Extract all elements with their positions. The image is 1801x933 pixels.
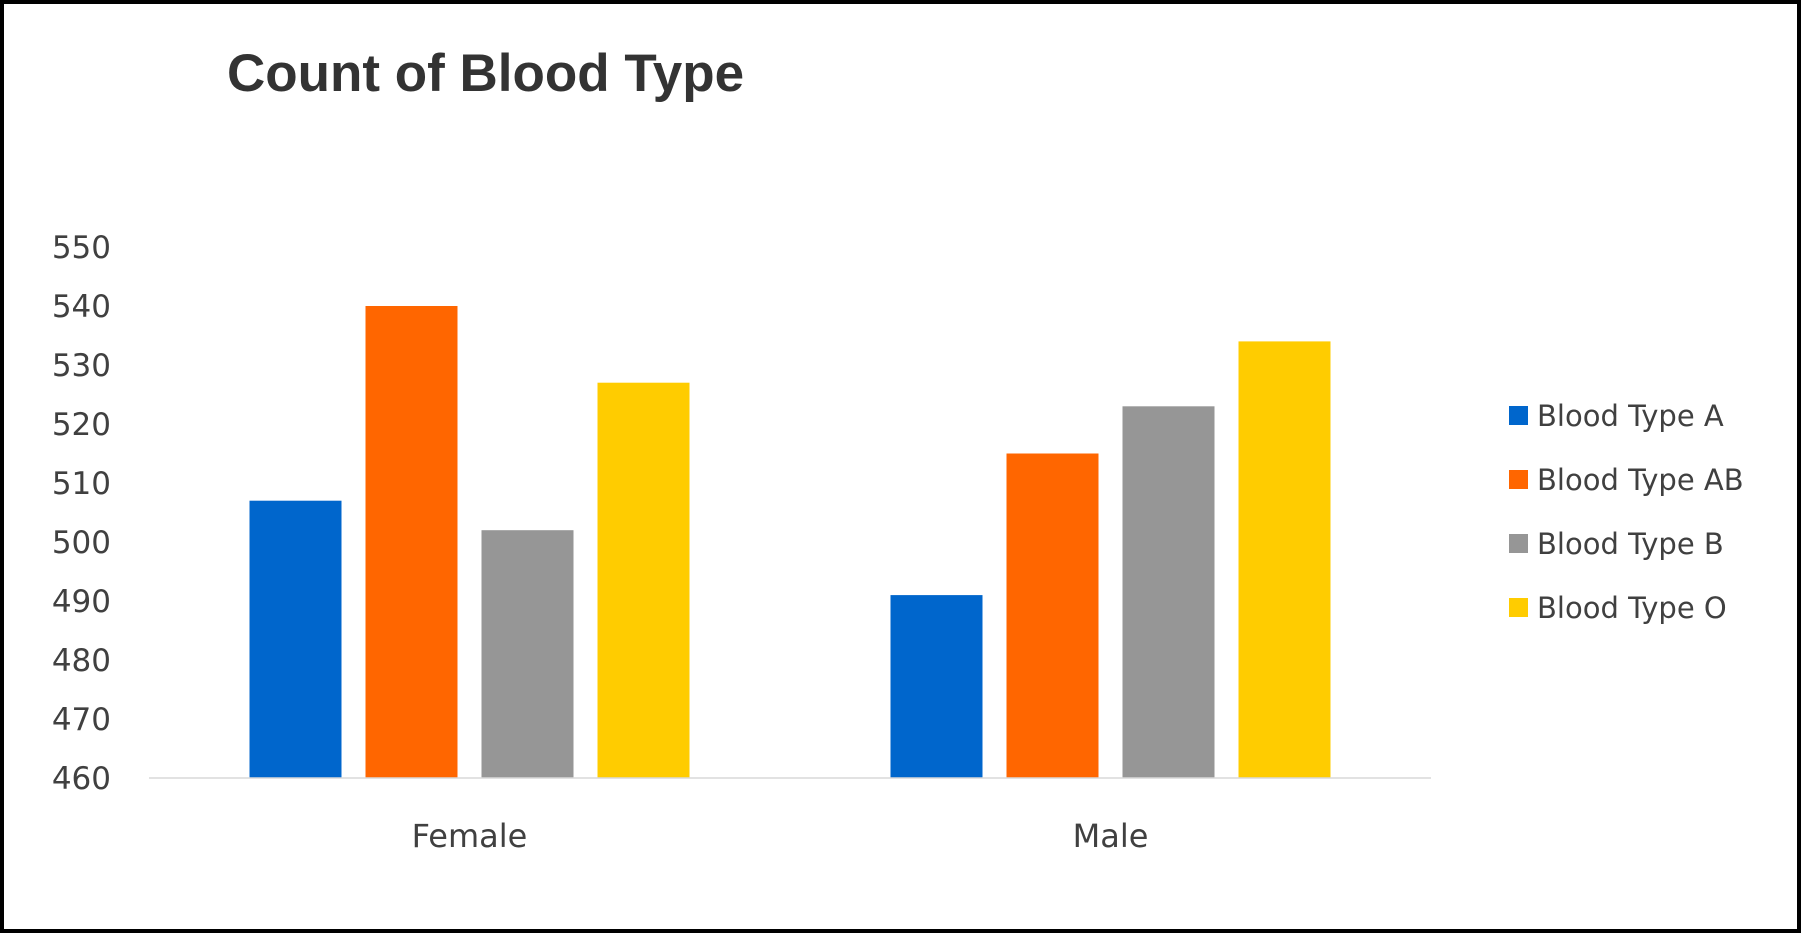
chart-title: Count of Blood Type <box>227 44 744 103</box>
bar-male-blood-type-a <box>890 595 983 778</box>
bar-female-blood-type-b <box>481 530 574 778</box>
legend-label: Blood Type A <box>1537 399 1724 433</box>
legend-swatch <box>1509 406 1528 425</box>
y-tick-label: 550 <box>52 230 111 266</box>
legend-label: Blood Type B <box>1537 527 1724 561</box>
bar-female-blood-type-ab <box>365 306 458 778</box>
legend-swatch <box>1509 534 1528 553</box>
y-tick-label: 490 <box>52 584 111 620</box>
x-category-label: Female <box>412 817 528 855</box>
x-axis: Female Male <box>412 817 1149 855</box>
bar-male-blood-type-o <box>1238 341 1331 778</box>
y-tick-label: 540 <box>52 289 111 325</box>
legend-label: Blood Type AB <box>1537 463 1744 497</box>
y-tick-label: 470 <box>52 702 111 738</box>
chart-svg: Count of Blood Type 460 470 480 490 500 510 52… <box>52 44 1744 855</box>
y-tick-label: 520 <box>52 407 111 443</box>
legend-swatch <box>1509 470 1528 489</box>
bar-male-blood-type-b <box>1122 406 1215 778</box>
x-category-label: Male <box>1073 817 1149 855</box>
legend-swatch <box>1509 598 1528 617</box>
y-axis: 460 470 480 490 500 510 520 530 540 550 <box>52 230 111 797</box>
bars-group <box>249 306 1331 778</box>
legend-label: Blood Type O <box>1537 591 1727 625</box>
y-tick-label: 500 <box>52 525 111 561</box>
y-tick-label: 530 <box>52 348 111 384</box>
legend: Blood Type A Blood Type AB Blood Type B Blo… <box>1509 399 1744 625</box>
bar-male-blood-type-ab <box>1006 453 1099 778</box>
y-tick-label: 510 <box>52 466 111 502</box>
bar-female-blood-type-o <box>597 382 690 778</box>
y-tick-label: 460 <box>52 761 111 797</box>
y-tick-label: 480 <box>52 643 111 679</box>
bar-female-blood-type-a <box>249 500 342 778</box>
